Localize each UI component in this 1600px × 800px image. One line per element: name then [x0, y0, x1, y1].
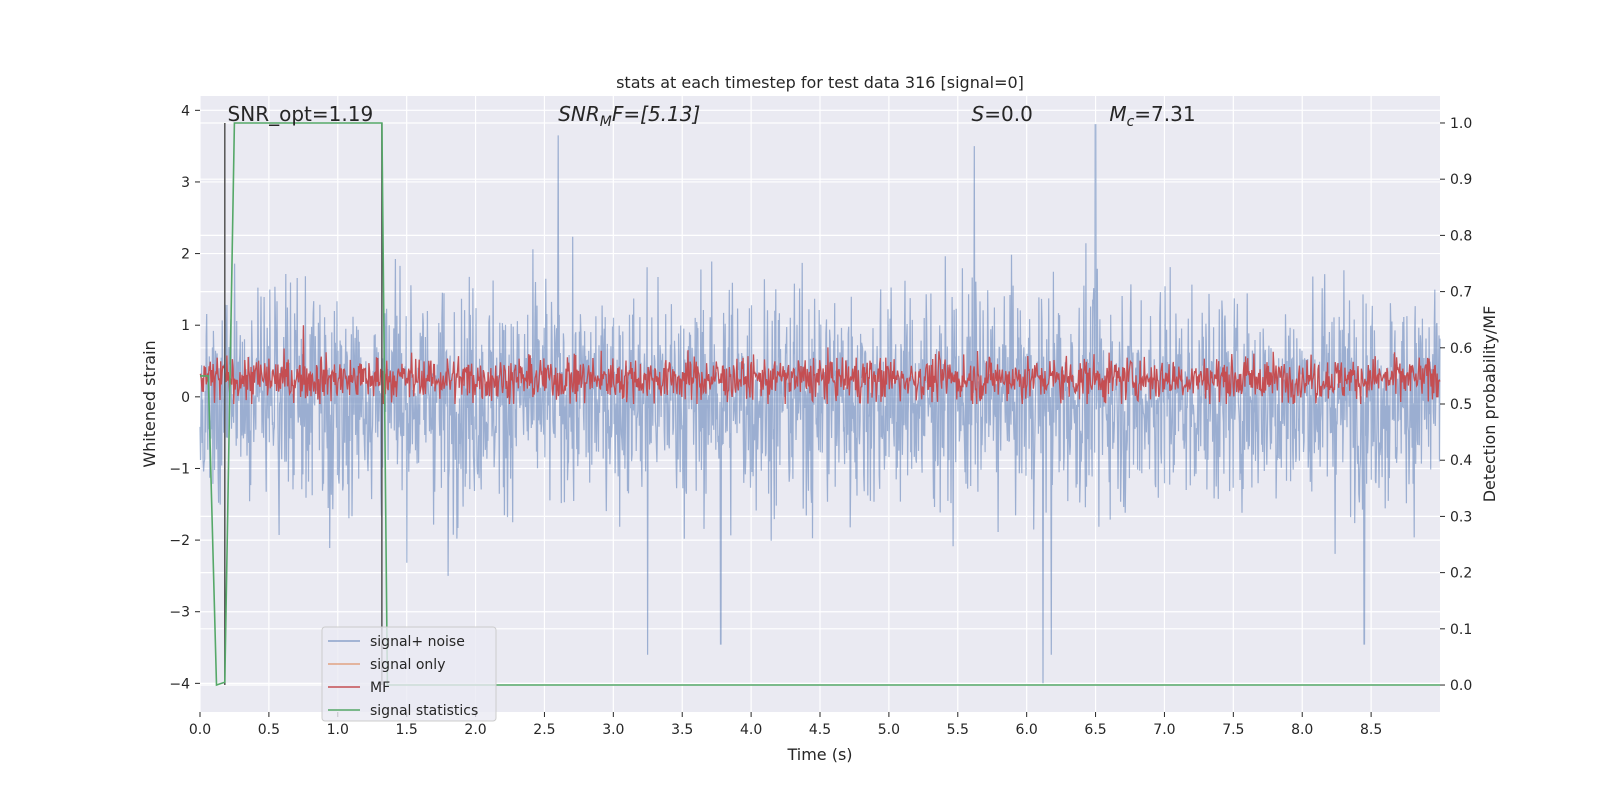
legend-box: [321, 626, 497, 722]
y-right-tick-label: 0.5: [1450, 397, 1472, 413]
annotations: SNR_opt=1.19 SNRMF=[5.13] S=0.0 Mc=7.31: [228, 102, 1196, 130]
snr-mf-annotation: SNRMF=[5.13]: [558, 102, 700, 130]
y-tick-label: −1: [169, 461, 190, 477]
x-tick-label: 2.5: [533, 722, 555, 738]
x-tick-label: 4.5: [809, 722, 831, 738]
x-tick-label: 7.5: [1222, 722, 1244, 738]
mf-series: [199, 325, 1441, 405]
x-tick-label: 0.0: [189, 722, 211, 738]
y-tick-label: 3: [181, 175, 190, 191]
legend: signal+ noise signal only MF signal stat…: [321, 626, 497, 722]
x-tick-label: 8.0: [1291, 722, 1313, 738]
mf-line: [199, 325, 1441, 405]
x-tick-label: 4.0: [740, 722, 762, 738]
snr-opt-annotation: SNR_opt=1.19: [228, 102, 374, 126]
y-tick-label: −3: [169, 605, 190, 621]
y-right-tick-label: 0.2: [1450, 566, 1472, 582]
legend-label-mf: MF: [370, 680, 390, 696]
x-tick-label: 3.5: [671, 722, 693, 738]
x-tick-label: 5.0: [878, 722, 900, 738]
y-right-tick-label: 1.0: [1450, 116, 1472, 132]
x-tick-label: 1.0: [327, 722, 349, 738]
y-right-tick-label: 0.8: [1450, 228, 1472, 244]
y-tick-label: 4: [181, 103, 190, 119]
x-tick-label: 6.5: [1084, 722, 1106, 738]
x-tick-label: 1.5: [396, 722, 418, 738]
x-tick-label: 5.5: [947, 722, 969, 738]
y-right-tick-label: 0.9: [1450, 172, 1472, 188]
s-annotation: S=0.0: [972, 102, 1033, 126]
legend-label-signal-noise: signal+ noise: [370, 634, 465, 650]
y-tick-label: 2: [181, 247, 190, 263]
y-tick-label: 0: [181, 390, 190, 406]
y-tick-label: −2: [169, 533, 190, 549]
y-right-tick-label: 0.4: [1450, 453, 1472, 469]
x-tick-label: 2.0: [464, 722, 486, 738]
y-right-tick-label: 0.6: [1450, 341, 1472, 357]
legend-label-signal-statistics: signal statistics: [370, 703, 478, 719]
x-tick-label: 8.5: [1360, 722, 1382, 738]
y-right-tick-label: 0.0: [1450, 678, 1472, 694]
y-axis-label-right: Detection probability/MF: [1480, 306, 1499, 503]
y-tick-label: −4: [169, 676, 190, 692]
chart-title: stats at each timestep for test data 316…: [616, 73, 1024, 92]
y-right-tick-label: 0.7: [1450, 285, 1472, 301]
y-axis-label-left: Whitened strain: [140, 340, 159, 467]
y-right-tick-label: 0.3: [1450, 509, 1472, 525]
x-tick-label: 0.5: [258, 722, 280, 738]
x-axis-label: Time (s): [786, 745, 852, 764]
tick-labels: 0.0 0.5 1.0 1.5 2.0 2.5 3.0 3.5 4.0 4.5 5.0 5.5 6.0 6…: [169, 103, 1472, 738]
x-tick-label: 7.0: [1153, 722, 1175, 738]
x-tick-label: 6.0: [1016, 722, 1038, 738]
legend-label-signal-only: signal only: [370, 657, 445, 673]
mc-annotation: Mc=7.31: [1109, 102, 1195, 130]
vertical-lines: [224, 122, 383, 686]
y-right-tick-label: 0.1: [1450, 622, 1472, 638]
x-tick-label: 3.0: [602, 722, 624, 738]
signal-noise-series: [199, 124, 1441, 684]
signal-noise-line: [199, 124, 1441, 684]
y-tick-label: 1: [181, 318, 190, 334]
